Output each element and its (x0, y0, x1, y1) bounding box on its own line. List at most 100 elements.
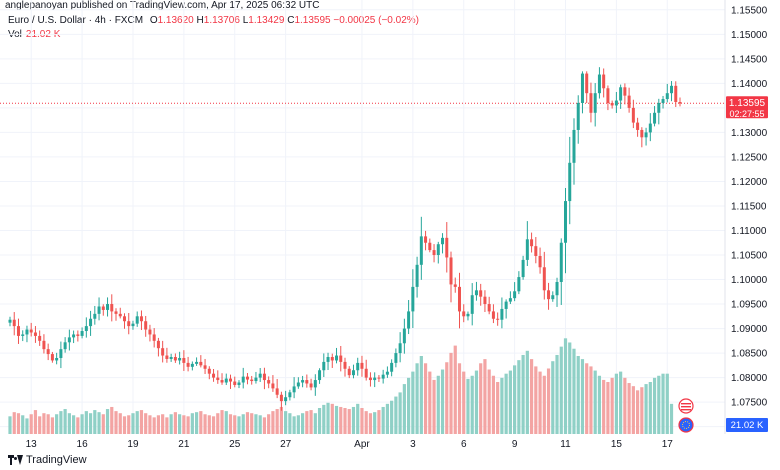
candle-body (152, 334, 156, 341)
symbol-label[interactable]: Euro / U.S. Dollar · 4h · FXCM (8, 15, 144, 26)
candle-body (555, 281, 559, 296)
candle-body (118, 313, 122, 317)
volume-bar (190, 413, 194, 434)
candle-body (504, 301, 508, 309)
volume-bar (445, 362, 449, 434)
volume-bar (122, 416, 127, 434)
volume-bar (144, 413, 148, 434)
candle-body (262, 373, 266, 381)
candle-body (491, 311, 495, 319)
volume-bar (479, 363, 483, 434)
volume-bar (436, 375, 440, 434)
volume-bar (237, 416, 241, 434)
volume-bar (313, 413, 317, 434)
volume-bar (233, 415, 237, 434)
candle-body (135, 316, 139, 324)
candle-body (169, 357, 173, 359)
volume-bar (42, 413, 46, 434)
candle-body (517, 277, 521, 292)
candle-body (207, 368, 211, 374)
change-value: −0.00025 (−0.02%) (333, 15, 419, 26)
tradingview-brand: TradingView (26, 454, 87, 466)
candle-body (114, 311, 118, 314)
candle-body (216, 377, 220, 381)
volume-tag: 21.02 K (726, 418, 768, 432)
tradingview-footer[interactable]: TradingView (8, 454, 87, 466)
flag-us-icon[interactable] (678, 398, 694, 414)
candle-body (653, 112, 657, 124)
candle-body (156, 340, 160, 349)
volume-bar (156, 415, 161, 434)
volume-bar (462, 371, 466, 434)
volume-bar (432, 379, 436, 434)
volume-bar (118, 413, 122, 434)
volume-bar (631, 386, 635, 434)
candle-body (76, 334, 80, 336)
volume-bar (139, 410, 144, 434)
volume-bar (407, 377, 411, 434)
candle-body (564, 201, 568, 243)
volume-bar (339, 406, 343, 434)
volume-bar (131, 413, 135, 434)
candle-body (589, 93, 593, 113)
volume-bar (614, 373, 618, 434)
low-value: 1.13429 (248, 15, 285, 26)
tradingview-logo-icon (8, 455, 23, 465)
volume-bar (619, 371, 623, 434)
volume-bar (504, 373, 508, 434)
candle-body (390, 362, 394, 372)
candle-body (245, 376, 249, 380)
candle-body (457, 286, 461, 312)
price-tag: 1.13595 02:27:55 (726, 96, 768, 119)
flag-eu-icon[interactable] (678, 417, 694, 433)
volume-bar (457, 363, 462, 434)
candle-body (508, 298, 512, 302)
candle-body (356, 362, 360, 371)
volume-bar (29, 414, 33, 434)
price-tick-label: 1.08500 (731, 349, 768, 360)
candle-body (453, 284, 457, 287)
candle-body (275, 388, 279, 395)
volume-bar (72, 415, 76, 434)
candle-body (203, 365, 207, 369)
candle-body (534, 246, 538, 256)
candle-body (661, 99, 665, 103)
time-tick-label: 21 (178, 439, 190, 450)
candle-body (602, 74, 606, 89)
time-tick-label: 27 (280, 439, 292, 450)
volume-bar (203, 414, 207, 434)
candle-body (474, 290, 478, 296)
candle-body (576, 102, 580, 130)
volume-bar (453, 345, 457, 434)
candle-body (258, 373, 262, 378)
candle-body (415, 264, 419, 287)
volume-bar (423, 363, 428, 434)
candle-body (424, 236, 428, 243)
time-tick-label: 13 (26, 439, 38, 450)
candle-body (241, 376, 245, 383)
price-tick-label: 1.11500 (731, 201, 767, 212)
volume-bar (101, 414, 105, 434)
volume-bar (322, 404, 326, 434)
volume-bar (580, 359, 585, 434)
volume-bar (652, 377, 657, 434)
volume-bar (207, 415, 211, 434)
candle-body (445, 237, 449, 258)
price-tick-label: 1.10500 (731, 251, 768, 262)
high-value: 1.13706 (203, 15, 240, 26)
candle-body (593, 93, 597, 113)
volume-bar (593, 370, 597, 434)
volume-bar (88, 413, 93, 434)
price-tag-countdown: 02:27:55 (729, 109, 764, 119)
price-tag-value: 1.13595 (729, 98, 766, 109)
volume-bar (351, 406, 356, 434)
volume-bar (491, 375, 496, 434)
volume-bar (402, 384, 406, 434)
candle-body (72, 334, 76, 338)
candle-body (89, 318, 93, 327)
volume-bar (271, 411, 275, 434)
candle-body (8, 319, 12, 323)
candle-body (178, 357, 182, 361)
candle-body (173, 357, 177, 361)
